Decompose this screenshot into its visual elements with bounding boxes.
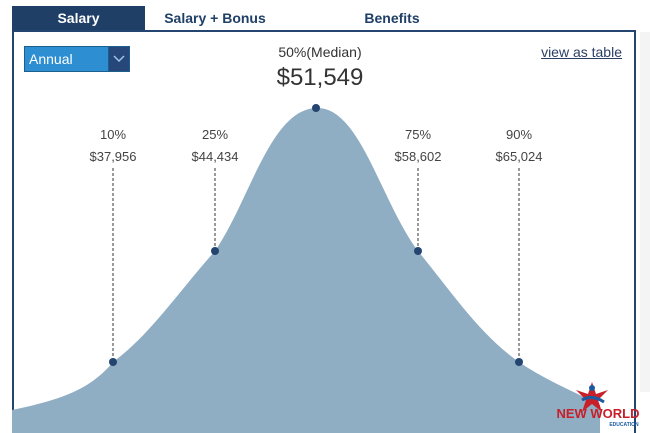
logo-subtext: EDUCATION — [609, 422, 639, 428]
percentile-90: 90% $65,024 — [496, 127, 543, 366]
percentile-90-value: $65,024 — [496, 149, 543, 164]
tab-salary-bonus[interactable]: Salary + Bonus — [164, 10, 266, 26]
percentile-75: 75% $58,602 — [395, 127, 442, 255]
percentile-10-value: $37,956 — [90, 149, 137, 164]
chevron-down-icon[interactable] — [108, 47, 129, 71]
percentile-50 — [312, 104, 320, 112]
median-value: $51,549 — [276, 64, 364, 91]
percentile-75-marker[interactable] — [414, 247, 422, 255]
median-label: 50%(Median) — [278, 44, 362, 60]
percentile-10: 10% $37,956 — [90, 127, 137, 366]
percentile-25-label: 25% — [202, 127, 228, 142]
tab-salary[interactable]: Salary — [12, 6, 145, 30]
period-select[interactable]: Annual — [24, 46, 130, 72]
percentile-90-marker[interactable] — [515, 358, 523, 366]
percentile-10-label: 10% — [100, 127, 126, 142]
new-world-education-logo: NEW WORLD EDUCATION — [556, 382, 640, 428]
tab-benefits[interactable]: Benefits — [364, 10, 420, 26]
percentile-90-label: 90% — [506, 127, 532, 142]
percentile-25-marker[interactable] — [211, 247, 219, 255]
percentile-75-value: $58,602 — [395, 149, 442, 164]
percentile-10-marker[interactable] — [109, 358, 117, 366]
percentile-25: 25% $44,434 — [192, 127, 239, 255]
tab-bar: Salary Salary + Bonus Benefits — [12, 6, 638, 30]
distribution-curve — [12, 107, 600, 433]
percentile-50-marker[interactable] — [312, 104, 320, 112]
view-as-table-link[interactable]: view as table — [541, 44, 622, 60]
period-select-value: Annual — [29, 51, 73, 67]
percentile-25-value: $44,434 — [192, 149, 239, 164]
logo-text: NEW WORLD — [556, 406, 639, 421]
scrollbar[interactable] — [640, 32, 650, 392]
percentile-75-label: 75% — [405, 127, 431, 142]
